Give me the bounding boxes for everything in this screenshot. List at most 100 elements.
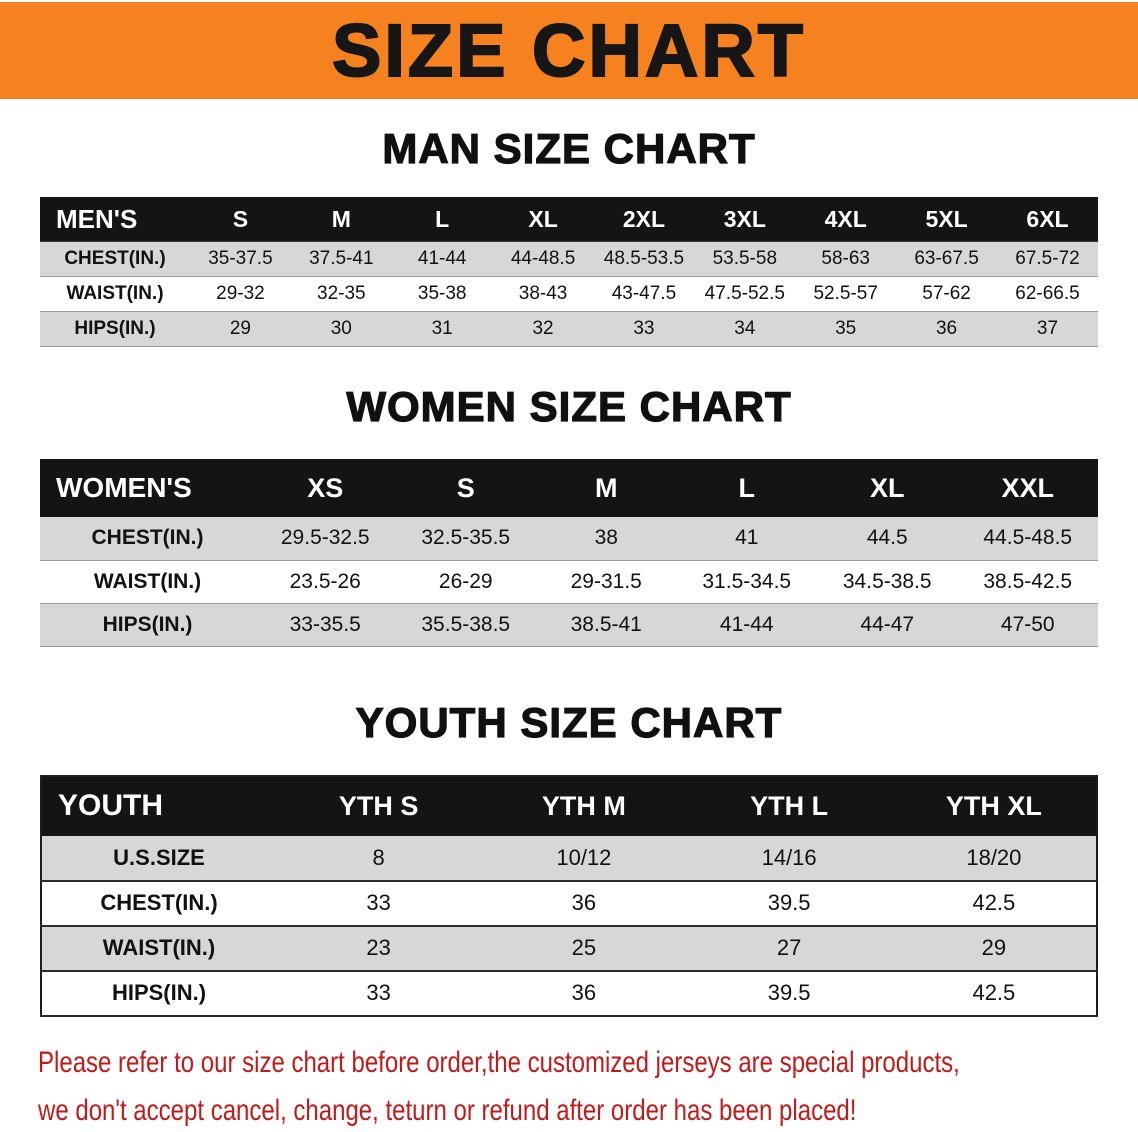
size-column-header: 2XL [622,205,666,232]
measurement-value: 32-35 [317,282,366,304]
table-group-label: MEN'S [56,203,138,234]
measurement-value: 37.5-41 [309,247,374,269]
size-column-header: XL [869,472,905,503]
measurement-value: 29 [981,935,1007,961]
measurement-value: 63-67.5 [914,247,979,269]
youth-size-heading: YOUTH SIZE CHART [355,698,783,746]
measurement-value: 26-29 [438,569,493,593]
measurement-value: 25 [571,935,597,961]
size-column-header: XXL [1001,472,1054,503]
women-size-table: WOMEN'S XS S M L XL XXL CHEST(IN.) 29.5-32.5 32.5… [40,459,1098,647]
measurement-value: 39.5 [767,980,811,1006]
women-size-heading: WOMEN SIZE CHART [346,382,792,430]
size-column-header: L [435,205,450,232]
measurement-value: 41-44 [719,612,774,636]
page-title: SIZE CHART [331,8,806,92]
table-header-row: YOUTH YTH S YTH M YTH L YTH XL [41,775,1097,836]
disclaimer: Please refer to our size chart before or… [0,1041,1138,1132]
measurement-value: 39.5 [767,890,811,916]
measurement-label: HIPS(IN.) [102,612,193,636]
measurement-value: 47.5-52.5 [704,282,785,304]
size-column-header: YTH L [750,790,829,821]
size-column-header: 6XL [1026,205,1069,232]
measurement-value: 34.5-38.5 [842,569,932,593]
measurement-value: 33 [366,890,391,916]
banner: SIZE CHART [0,2,1138,99]
measurement-value: 32 [532,317,554,339]
size-column-header: 3XL [723,205,766,232]
measurement-value: 8 [372,844,385,870]
measurement-row: HIPS(IN.) 29 30 31 32 33 34 35 36 37 [40,311,1098,347]
measurement-value: 48.5-53.5 [603,247,685,269]
measurement-label: WAIST(IN.) [66,282,164,304]
measurement-value: 38.5-42.5 [983,569,1073,593]
measurement-value: 29-32 [216,282,265,304]
table-group-label: YOUTH [58,789,163,823]
measurement-value: 67.5-72 [1015,247,1080,269]
measurement-value: 38 [594,526,618,550]
measurement-value: 47-50 [1000,612,1055,636]
measurement-value: 57-62 [922,282,971,304]
measurement-value: 58-63 [821,247,870,269]
measurement-value: 23 [366,935,391,961]
measurement-label: HIPS(IN.) [111,980,207,1006]
measurement-value: 35-37.5 [208,247,273,269]
size-column-header: YTH S [338,790,419,821]
measurement-row: CHEST(IN.) 33 36 39.5 42.5 [41,880,1097,926]
measurement-value: 29-31.5 [570,569,642,593]
youth-size-table: YOUTH YTH S YTH M YTH L YTH XL U.S.SIZE 8 10/12… [40,774,1098,1017]
size-column-header: S [232,205,249,232]
measurement-value: 29.5-32.5 [280,526,370,550]
measurement-value: 29 [229,317,251,339]
measurement-value: 31.5-34.5 [702,569,792,593]
measurement-label: HIPS(IN.) [74,317,156,339]
measurement-value: 44-48.5 [510,247,576,269]
measurement-value: 42.5 [972,890,1016,916]
section-youth-size: YOUTH SIZE CHART YOUTH YTH S YTH M YTH L YTH… [0,698,1138,1017]
measurement-value: 37 [1036,317,1059,339]
measurement-value: 35-38 [417,282,467,304]
disclaimer-line-1: Please refer to our size chart before or… [38,1045,960,1079]
measurement-row: U.S.SIZE 8 10/12 14/16 18/20 [41,835,1097,881]
measurement-value: 35 [835,317,857,339]
measurement-value: 27 [776,935,802,961]
measurement-value: 36 [935,317,958,339]
measurement-value: 36 [571,890,597,916]
section-man-size: MAN SIZE CHART MEN'S S M L XL 2XL 3XL 4XL 5XL 6XL… [0,124,1138,347]
measurement-label: CHEST(IN.) [91,526,204,550]
size-column-header: 5XL [925,205,968,232]
measurement-value: 44-47 [860,612,915,636]
men-size-table: MEN'S S M L XL 2XL 3XL 4XL 5XL 6XL CHEST(IN.) 35-37… [40,197,1098,347]
measurement-value: 41-44 [417,247,467,269]
measurement-row: WAIST(IN.) 29-32 32-35 35-38 38-43 43-47.5 47.… [40,276,1098,312]
measurement-value: 30 [330,317,352,339]
measurement-value: 36 [571,980,597,1006]
measurement-label: CHEST(IN.) [100,890,218,916]
measurement-value: 42.5 [972,980,1016,1006]
measurement-value: 35.5-38.5 [421,612,511,636]
size-column-header: YTH XL [945,790,1042,821]
measurement-value: 38-43 [518,282,568,304]
measurement-label: WAIST(IN.) [93,569,202,593]
measurement-row: WAIST(IN.) 23 25 27 29 [41,925,1097,971]
measurement-value: 38.5-41 [570,612,642,636]
measurement-value: 31 [431,317,453,339]
measurement-value: 18/20 [966,844,1022,870]
size-column-header: M [595,472,618,503]
measurement-row: WAIST(IN.) 23.5-26 26-29 29-31.5 31.5-34.5 34… [40,560,1098,604]
measurement-row: HIPS(IN.) 33 36 39.5 42.5 [41,970,1097,1016]
measurement-value: 44.5 [866,526,908,550]
measurement-value: 14/16 [761,844,817,870]
measurement-value: 34 [734,317,756,339]
size-column-header: S [456,472,475,503]
size-column-header: XS [307,472,344,503]
measurement-value: 62-66.5 [1015,282,1080,304]
measurement-label: WAIST(IN.) [102,935,216,961]
size-column-header: M [331,205,351,232]
measurement-row: CHEST(IN.) 35-37.5 37.5-41 41-44 44-48.5 48.5… [40,241,1098,277]
size-column-header: L [738,472,756,503]
measurement-row: HIPS(IN.) 33-35.5 35.5-38.5 38.5-41 41-44 44-… [40,603,1098,647]
measurement-value: 53.5-58 [712,247,778,269]
measurement-value: 33-35.5 [289,612,361,636]
